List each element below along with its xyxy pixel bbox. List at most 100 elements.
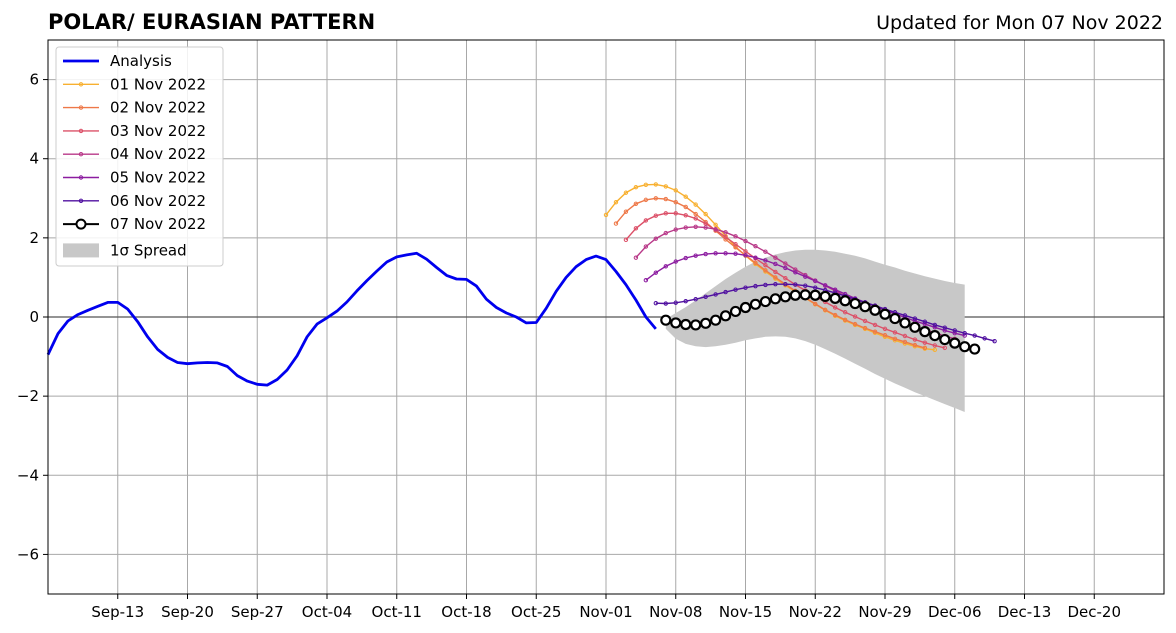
series-point [723, 230, 728, 235]
series-point [613, 200, 619, 205]
series-point [783, 281, 788, 287]
series-point [773, 261, 778, 267]
series-point [623, 209, 629, 214]
series-line [605, 183, 935, 351]
series-point [683, 298, 688, 304]
series-point [673, 300, 678, 305]
series-point [783, 265, 788, 271]
series-point [633, 226, 639, 231]
series-point [653, 300, 659, 306]
series-point [683, 194, 688, 199]
series-07-nov-2022 [660, 289, 981, 355]
series-point [683, 225, 688, 230]
y-tick-label: −4 [17, 466, 39, 484]
series-point [693, 253, 698, 258]
series-point [902, 339, 908, 345]
series-point [643, 182, 649, 188]
y-tick-label: 4 [29, 150, 39, 168]
series-point [743, 238, 748, 244]
x-tick-label: Dec-06 [928, 603, 982, 621]
series-point [832, 312, 838, 318]
series-point [753, 283, 758, 289]
series-point [969, 343, 981, 355]
series-point [653, 182, 659, 187]
series-point [909, 321, 921, 333]
series-point [753, 243, 758, 249]
x-tick-label: Nov-08 [649, 603, 702, 621]
series-point [952, 331, 957, 336]
chart-title: POLAR/ EURASIAN PATTERN [48, 10, 375, 34]
series-line [655, 283, 995, 342]
series-point [673, 200, 678, 205]
series-point [932, 322, 938, 328]
series-point [773, 255, 778, 260]
x-tick-label: Oct-04 [302, 603, 352, 621]
series-point [653, 236, 659, 241]
series-point [693, 224, 698, 229]
series-point [743, 253, 748, 258]
series-point [703, 225, 708, 230]
legend-label: 07 Nov 2022 [110, 215, 206, 233]
series-point [849, 297, 861, 310]
series-point [932, 347, 938, 353]
series-point [783, 276, 788, 281]
series-point [809, 289, 821, 301]
legend-series-marker [78, 82, 84, 87]
series-point [929, 329, 941, 342]
plot-frame [47, 39, 1165, 595]
series-point [869, 304, 881, 316]
series-point [813, 301, 818, 307]
series-point [733, 251, 738, 256]
series-point [922, 345, 928, 351]
series-point [703, 294, 708, 300]
series-point [793, 282, 798, 287]
series-point [693, 296, 698, 302]
series-point [842, 310, 848, 315]
series-point [882, 333, 888, 338]
legend-series-marker [78, 105, 84, 110]
series-point [902, 313, 908, 318]
series-point [673, 227, 678, 232]
series-point [902, 333, 908, 339]
series-point [703, 221, 708, 226]
x-tick-label: Nov-15 [719, 603, 772, 621]
series-point [839, 295, 851, 307]
legend-label: 02 Nov 2022 [110, 99, 206, 117]
legend-label: 03 Nov 2022 [110, 122, 206, 140]
series-point [823, 283, 828, 288]
series-point [739, 301, 752, 314]
series-point [660, 314, 672, 326]
series-point [912, 342, 918, 348]
series-point [643, 244, 649, 249]
series-point [733, 287, 738, 292]
chart-updated-date: Updated for Mon 07 Nov 2022 [876, 12, 1163, 34]
series-point [690, 319, 702, 331]
series-point [683, 213, 688, 218]
series-point [912, 337, 918, 342]
series-point [700, 317, 712, 329]
series-point [959, 341, 971, 353]
legend-label: 1σ Spread [110, 241, 187, 259]
series-point [942, 325, 947, 330]
forecast-series-layer [603, 182, 997, 355]
series-point [773, 275, 778, 280]
series-point [763, 262, 768, 268]
series-point [633, 201, 639, 207]
series-point [693, 211, 698, 217]
series-point [763, 282, 768, 288]
x-tick-label: Oct-18 [441, 603, 491, 621]
series-point [683, 204, 688, 210]
y-tick-label: 2 [29, 229, 39, 247]
series-point [710, 314, 722, 326]
series-point [832, 305, 838, 310]
series-point [912, 316, 918, 321]
series-point [879, 308, 891, 320]
legend-spread-swatch [63, 243, 99, 258]
legend-series-marker [78, 198, 84, 204]
series-point [922, 340, 928, 345]
series-point [683, 255, 688, 261]
series-point [643, 277, 649, 283]
series-point [733, 234, 738, 239]
series-point [803, 274, 808, 279]
series-point [693, 216, 698, 221]
